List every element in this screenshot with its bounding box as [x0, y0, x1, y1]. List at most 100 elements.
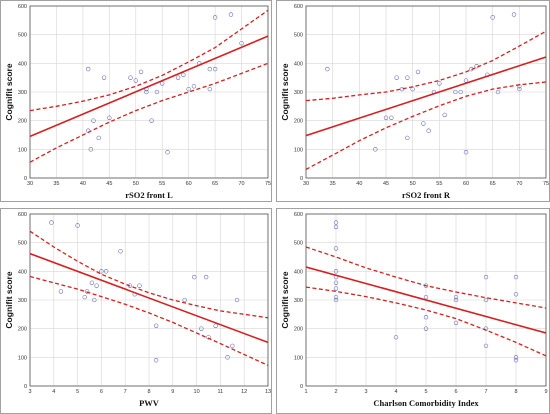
data-point [153, 323, 159, 328]
data-point [405, 75, 410, 80]
data-point [225, 355, 230, 360]
plot-border [29, 213, 269, 387]
data-point [333, 220, 339, 225]
data-point [128, 75, 133, 80]
data-point [442, 112, 447, 118]
scatter-panel-2: 30 35 40 45 50 55 60 65 70 75 0 100 200 300 400 500 600 r… [276, 0, 550, 202]
data-point [199, 326, 204, 331]
data-point [91, 118, 96, 123]
x-tick-label: 12 [241, 389, 247, 395]
y-tick-label: 100 [18, 355, 27, 361]
y-tick-label: 500 [294, 241, 303, 247]
data-point [513, 292, 519, 297]
data-point [333, 269, 339, 274]
data-point [423, 326, 429, 331]
data-point [153, 358, 159, 363]
data-point [213, 323, 218, 328]
x-tick-label: 55 [159, 181, 165, 187]
data-point [92, 297, 97, 303]
data-point [453, 320, 459, 326]
data-point [453, 89, 458, 95]
ci-upper-line [306, 30, 546, 102]
data-point [393, 335, 399, 340]
x-tick-label: 75 [265, 181, 271, 187]
x-tick-label: 45 [106, 181, 112, 187]
data-point [483, 297, 489, 303]
data-point [333, 297, 339, 303]
y-tick-label: 300 [294, 298, 303, 304]
data-point [405, 135, 410, 141]
data-point [154, 89, 160, 95]
x-axis-title: PWV [139, 398, 160, 408]
data-point [394, 75, 399, 80]
x-tick-label: 35 [330, 181, 336, 187]
y-tick-label: 0 [24, 176, 27, 182]
data-point [144, 89, 149, 95]
y-axis-title: Cognifit score [280, 271, 290, 328]
data-point [118, 249, 123, 254]
data-point [182, 297, 187, 303]
data-point [453, 294, 459, 300]
x-tick-label: 6 [454, 389, 457, 395]
x-tick-label: 5 [76, 389, 79, 395]
data-point [86, 66, 91, 72]
plot-border [29, 5, 269, 179]
data-point [513, 355, 519, 360]
y-tick-label: 600 [294, 4, 303, 10]
x-tick-label: 8 [514, 389, 517, 395]
data-point [389, 115, 394, 120]
x-tick-label: 75 [543, 181, 549, 187]
x-tick-label: 55 [436, 181, 442, 187]
y-tick-label: 600 [18, 4, 27, 10]
data-point [458, 89, 463, 95]
data-point [107, 115, 112, 120]
x-tick-label: 6 [100, 389, 103, 395]
data-point [58, 289, 64, 294]
data-point [192, 274, 197, 280]
x-tick-label: 11 [218, 389, 224, 395]
data-point [383, 115, 389, 120]
data-point [203, 274, 209, 280]
ci-upper-line [30, 9, 268, 112]
data-point [423, 315, 429, 320]
scatter-panel-4: 1 2 3 4 5 6 7 8 9 0 100 200 300 400 500 600 Charlson Com… [276, 208, 550, 414]
data-point [207, 86, 212, 92]
y-tick-label: 200 [294, 327, 303, 333]
x-tick-label: 10 [194, 389, 200, 395]
y-tick-label: 300 [18, 298, 27, 304]
data-point [137, 283, 142, 288]
x-tick-label: 70 [238, 181, 244, 187]
y-tick-label: 0 [300, 176, 303, 182]
data-point [133, 78, 138, 83]
ci-lower-line [30, 275, 268, 366]
x-tick-label: 40 [80, 181, 86, 187]
y-tick-label: 300 [18, 90, 27, 96]
x-tick-label: 5 [424, 389, 427, 395]
data-point [49, 220, 54, 225]
data-point [206, 335, 211, 340]
y-tick-label: 400 [294, 61, 303, 67]
x-tick-label: 1 [304, 389, 307, 395]
x-axis-title: rSO2 front R [402, 190, 451, 200]
data-point [453, 297, 459, 303]
x-tick-label: 60 [463, 181, 469, 187]
x-tick-label: 30 [27, 181, 33, 187]
data-point [88, 147, 93, 152]
data-point [463, 150, 469, 155]
data-point [437, 81, 442, 86]
y-tick-label: 100 [294, 355, 303, 361]
y-tick-label: 400 [18, 61, 27, 67]
data-point [181, 72, 186, 77]
data-point [103, 269, 109, 274]
regression-line [30, 252, 268, 344]
x-tick-label: 35 [53, 181, 59, 187]
data-point [186, 86, 191, 92]
y-tick-label: 600 [294, 212, 303, 218]
data-point [513, 274, 519, 280]
ci-upper-line [30, 230, 268, 319]
y-tick-label: 300 [294, 90, 303, 96]
y-tick-label: 500 [18, 241, 27, 247]
data-point [426, 128, 431, 133]
data-point [84, 289, 90, 294]
